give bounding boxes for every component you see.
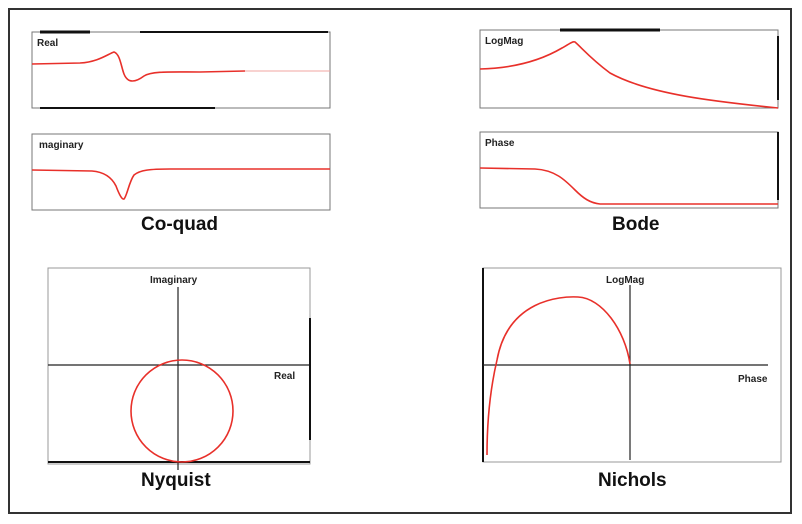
bode-logmag-curve bbox=[479, 41, 779, 109]
bode-logmag-frame bbox=[479, 29, 779, 109]
bode-phase-label: Phase bbox=[485, 138, 515, 149]
coquad-imag-frame bbox=[31, 133, 331, 211]
coquad-imag-label: maginary bbox=[39, 140, 84, 151]
coquad-real-panel: Real bbox=[31, 30, 331, 109]
bode-phase-curve bbox=[479, 167, 778, 205]
nyquist-panel: Imaginary Real bbox=[47, 267, 311, 470]
nyquist-circle bbox=[130, 359, 234, 463]
coquad-imag-curve bbox=[31, 168, 330, 200]
coquad-real-curve bbox=[31, 51, 246, 82]
caption-nichols: Nichols bbox=[598, 470, 667, 491]
caption-nyquist: Nyquist bbox=[141, 470, 211, 491]
bode-logmag-label: LogMag bbox=[485, 36, 523, 47]
coquad-real-label: Real bbox=[37, 38, 58, 49]
nichols-x-label: Phase bbox=[738, 374, 768, 385]
caption-bode: Bode bbox=[612, 214, 660, 235]
nichols-panel: LogMag Phase bbox=[482, 267, 782, 463]
bode-phase-panel: Phase bbox=[479, 131, 779, 209]
coquad-imag-panel: maginary bbox=[31, 133, 331, 211]
nyquist-y-label: Imaginary bbox=[150, 275, 198, 286]
caption-coquad: Co-quad bbox=[141, 214, 219, 235]
figure-frame bbox=[8, 8, 792, 514]
coquad-real-frame bbox=[31, 31, 331, 109]
nyquist-x-label: Real bbox=[274, 371, 295, 382]
bode-phase-frame bbox=[479, 131, 779, 209]
bode-logmag-panel: LogMag bbox=[479, 28, 779, 109]
nichols-y-label: LogMag bbox=[606, 275, 644, 286]
nyquist-frame bbox=[47, 267, 311, 465]
nichols-curve bbox=[486, 296, 631, 456]
